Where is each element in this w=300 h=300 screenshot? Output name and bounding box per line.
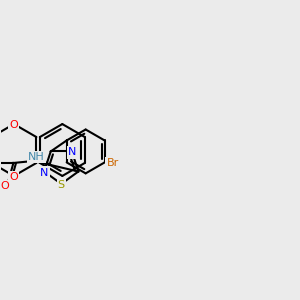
Text: O: O xyxy=(10,120,18,130)
Text: O: O xyxy=(10,172,18,182)
Text: NH: NH xyxy=(28,152,45,162)
Text: O: O xyxy=(0,181,9,191)
Text: N: N xyxy=(40,167,48,178)
Text: Br: Br xyxy=(106,158,119,168)
Text: S: S xyxy=(58,180,65,190)
Text: N: N xyxy=(68,147,76,158)
